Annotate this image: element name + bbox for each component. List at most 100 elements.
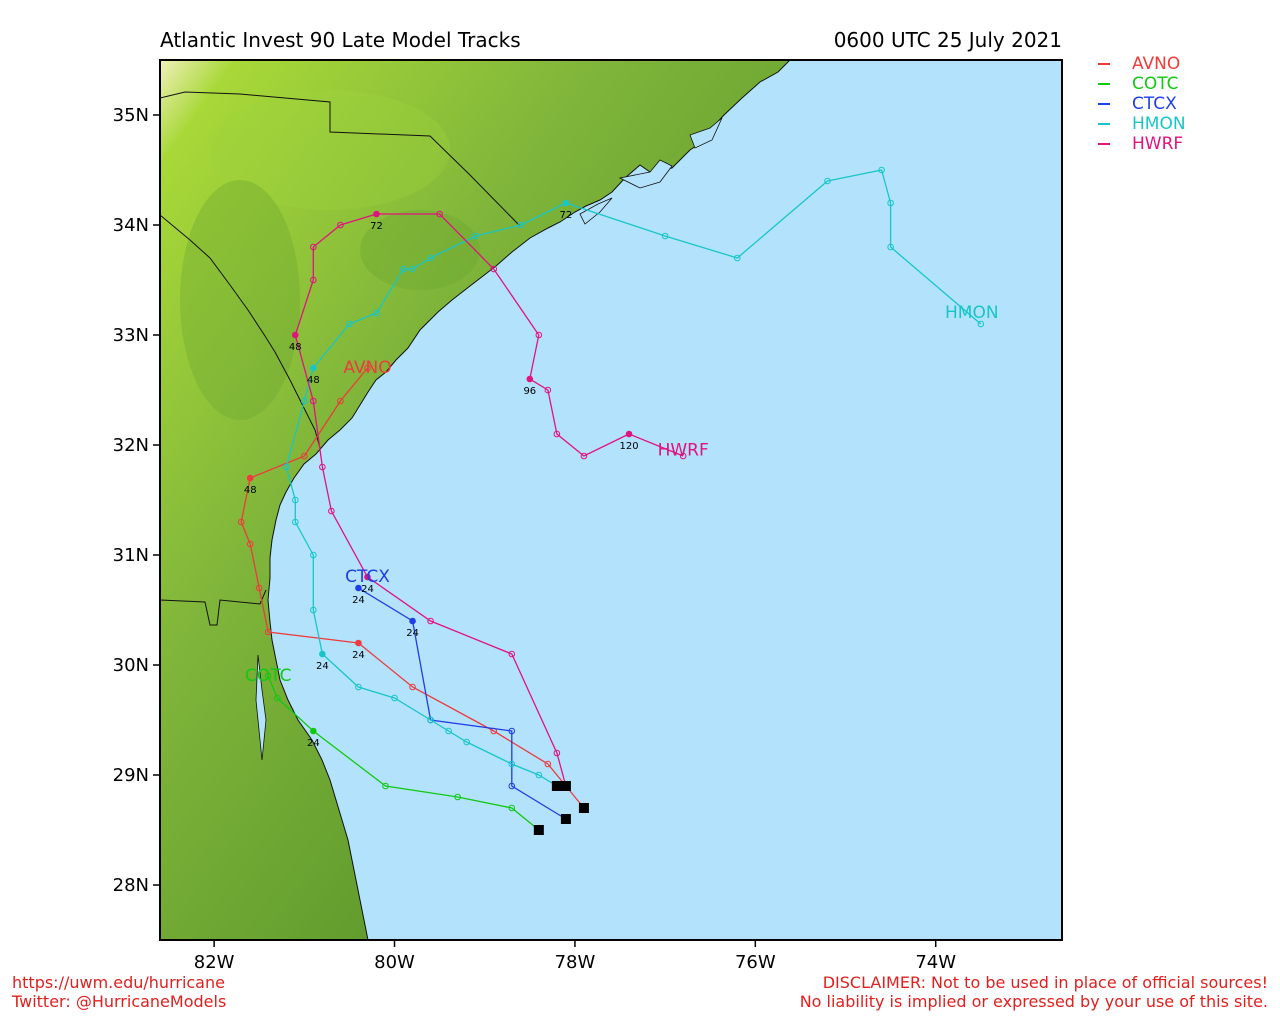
track-point <box>246 474 254 482</box>
y-tick-label: 29N <box>113 765 149 786</box>
track-cotc <box>264 672 544 835</box>
disclaimer-line-2: No liability is implied or expressed by … <box>799 992 1268 1011</box>
track-point <box>382 782 389 790</box>
track-point <box>310 727 317 735</box>
track-point <box>679 452 687 460</box>
track-point <box>490 265 498 273</box>
plot-frame <box>159 59 1063 941</box>
track-point <box>373 210 380 218</box>
legend-item-hwrf: HWRF <box>1098 134 1186 154</box>
track-point <box>562 199 570 207</box>
track-start-marker <box>560 781 571 791</box>
y-tick-label: 35N <box>113 105 149 126</box>
track-point <box>301 397 308 405</box>
forecast-hour-label: 72 <box>560 210 573 221</box>
disclaimer-line-1: DISCLAIMER: Not to be used in place of o… <box>822 973 1268 992</box>
forecast-hour-label: 48 <box>244 485 257 496</box>
land-mass <box>160 60 791 940</box>
legend-swatch-ctcx <box>1098 103 1110 105</box>
track-start-marker <box>560 814 571 824</box>
track-line-ctcx <box>358 587 567 820</box>
track-point <box>517 221 525 229</box>
track-point <box>878 166 885 174</box>
track-labels: 2448AVNO24COTC2424CTCX244872HMON24487296… <box>244 210 999 749</box>
forecast-hour-label: 24 <box>352 595 365 606</box>
legend-swatch-cotc <box>1098 83 1110 85</box>
track-point <box>427 617 434 625</box>
forecast-hour-label: 96 <box>523 386 536 397</box>
track-point <box>535 771 543 779</box>
track-point <box>319 650 326 658</box>
legend-label-hmon: HMON <box>1132 114 1186 134</box>
inland-terrain <box>180 90 480 420</box>
track-point <box>301 452 308 460</box>
track-hwrf <box>292 210 687 791</box>
legend-label-cotc: COTC <box>1132 74 1179 94</box>
track-point <box>355 639 362 647</box>
y-tick-label: 33N <box>113 325 149 346</box>
track-point <box>310 606 317 614</box>
track-point <box>273 694 281 702</box>
track-point <box>427 254 434 262</box>
x-tick-label: 78W <box>555 952 596 973</box>
track-point <box>580 452 588 460</box>
track-point <box>625 430 633 438</box>
track-hmon <box>282 166 985 791</box>
forecast-hour-label: 24 <box>307 738 320 749</box>
track-point <box>292 331 299 339</box>
model-label-hwrf: HWRF <box>658 441 709 461</box>
y-tick-label: 32N <box>113 435 149 456</box>
track-point <box>246 540 254 548</box>
legend-label-avno: AVNO <box>1132 54 1181 74</box>
track-point <box>733 254 741 262</box>
track-point <box>454 793 461 801</box>
footer-left: https://uwm.edu/hurricane Twitter: @Hurr… <box>12 973 226 1011</box>
track-point <box>364 364 371 372</box>
legend-item-cotc: COTC <box>1098 74 1186 94</box>
track-point <box>310 276 317 284</box>
track-point <box>463 738 470 746</box>
track-point <box>310 397 317 405</box>
forecast-hour-label: 24 <box>352 650 365 661</box>
track-point <box>427 716 434 724</box>
track-point <box>508 782 516 790</box>
track-point <box>535 331 543 339</box>
track-point <box>508 804 516 812</box>
x-tick-label: 76W <box>735 952 776 973</box>
track-point <box>526 375 534 383</box>
track-point <box>887 199 894 207</box>
track-point <box>409 265 416 273</box>
y-tick-label: 30N <box>113 655 149 676</box>
x-tick-label: 74W <box>915 952 956 973</box>
model-label-hmon: HMON <box>945 303 999 323</box>
track-point <box>255 584 263 592</box>
track-point <box>355 584 362 592</box>
track-point <box>400 265 407 273</box>
track-point <box>544 386 552 394</box>
forecast-hour-label: 120 <box>619 441 638 452</box>
track-point <box>264 628 272 636</box>
footer-twitter[interactable]: Twitter: @HurricaneModels <box>12 992 227 1011</box>
track-line-avno <box>240 367 585 809</box>
track-point <box>391 694 398 702</box>
y-tick-label: 34N <box>113 215 149 236</box>
forecast-hour-label: 24 <box>406 628 419 639</box>
forecast-hour-label: 72 <box>370 221 383 232</box>
legend-item-hmon: HMON <box>1098 114 1186 134</box>
model-label-avno: AVNO <box>343 358 391 378</box>
footer-url[interactable]: https://uwm.edu/hurricane <box>12 973 225 992</box>
track-point <box>237 518 245 526</box>
track-point <box>264 672 272 680</box>
track-point <box>977 320 985 328</box>
track-point <box>282 463 290 471</box>
track-point <box>436 210 443 218</box>
track-point <box>292 518 299 526</box>
x-tick-label: 80W <box>374 952 415 973</box>
track-point <box>824 177 831 185</box>
track-point <box>292 496 299 504</box>
track-point <box>508 650 516 658</box>
track-point <box>472 232 480 240</box>
model-label-ctcx: CTCX <box>345 567 390 587</box>
track-point <box>364 573 371 581</box>
track-start-marker <box>533 825 544 835</box>
